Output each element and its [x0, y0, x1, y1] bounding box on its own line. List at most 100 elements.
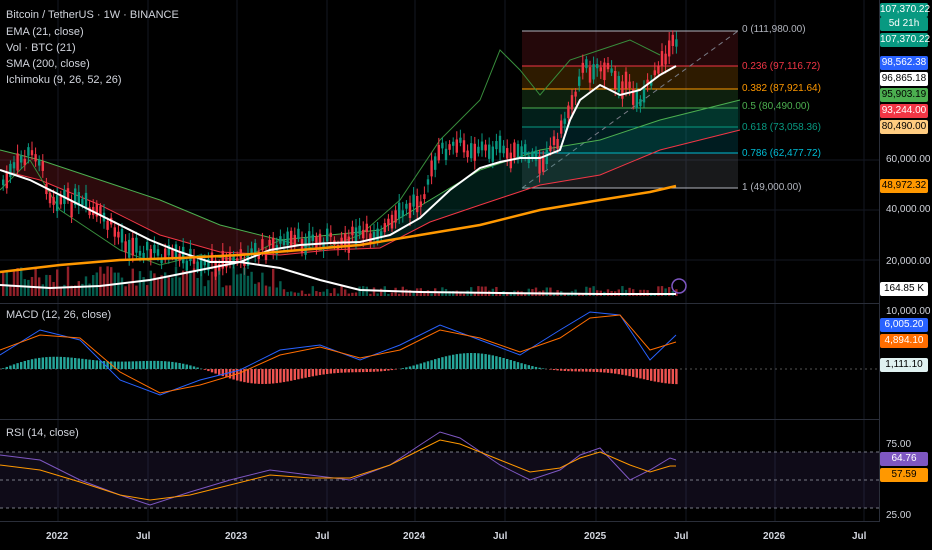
- volume-bar: [632, 289, 635, 296]
- macd-histogram-bar: [491, 355, 494, 369]
- candle-body: [434, 156, 437, 170]
- candle-body: [441, 142, 444, 149]
- bar-countdown-tag: 5d 21h: [880, 17, 928, 31]
- volume-bar: [380, 288, 383, 296]
- macd-histogram-bar: [167, 361, 170, 369]
- candle-body: [282, 239, 286, 246]
- volume-bar: [52, 282, 55, 296]
- macd-histogram-bar: [88, 359, 91, 369]
- candle-body: [358, 225, 361, 234]
- macd-histogram-bar: [484, 354, 487, 369]
- volume-bar: [639, 289, 642, 296]
- macd-histogram-bar: [635, 369, 638, 378]
- candle-body: [70, 200, 73, 218]
- volume-bar: [347, 293, 350, 296]
- macd-histogram-bar: [27, 360, 30, 369]
- volume-bar: [196, 277, 199, 296]
- volume-bar: [246, 275, 250, 296]
- ema-price-tag: 98,562.38: [880, 56, 928, 70]
- macd-histogram-bar: [304, 369, 307, 378]
- volume-bar: [484, 286, 487, 296]
- volume-bar: [329, 293, 332, 296]
- candle-body: [660, 51, 664, 67]
- volume-bar: [282, 289, 286, 296]
- macd-histogram-bar: [344, 369, 347, 373]
- candle-body: [304, 237, 307, 255]
- macd-histogram-bar: [416, 364, 419, 369]
- candle-body: [354, 227, 358, 245]
- macd-histogram-bar: [293, 369, 296, 381]
- candle-body: [621, 81, 624, 99]
- symbol-title[interactable]: Bitcoin / TetherUS · 1W · BINANCE: [6, 9, 179, 21]
- volume-bar: [106, 266, 109, 296]
- volume-bar: [174, 266, 178, 296]
- macd-histogram-bar: [498, 357, 502, 369]
- volume-bar: [308, 293, 311, 296]
- volume-bar: [178, 277, 181, 296]
- macd-histogram-bar: [34, 358, 37, 369]
- macd-histogram-bar: [524, 364, 527, 369]
- macd-histogram-bar: [448, 355, 451, 369]
- ema-legend[interactable]: EMA (21, close): [6, 26, 84, 38]
- macd-histogram-bar: [77, 358, 80, 369]
- volume-bar: [365, 286, 368, 296]
- volume-bar: [66, 266, 70, 296]
- macd-histogram-bar: [624, 369, 628, 376]
- macd-histogram-bar: [581, 369, 584, 372]
- macd-histogram-bar: [81, 358, 84, 369]
- candle-body: [455, 139, 458, 153]
- volume-bar: [588, 287, 592, 296]
- macd-histogram-bar: [585, 369, 588, 372]
- volume-bar: [372, 287, 376, 296]
- candle-body: [596, 64, 599, 69]
- candle-body: [538, 155, 541, 174]
- macd-histogram-bar: [513, 361, 516, 369]
- candle-body: [135, 237, 138, 253]
- volume-bar: [149, 270, 152, 296]
- volume-bar: [336, 293, 340, 296]
- volume-bar: [56, 269, 59, 296]
- volume-bar: [408, 290, 412, 296]
- macd-histogram-bar: [552, 369, 556, 371]
- ichimoku-legend[interactable]: Ichimoku (9, 26, 52, 26): [6, 74, 122, 86]
- macd-histogram-bar: [153, 360, 156, 369]
- volume-bar: [462, 293, 466, 296]
- macd-histogram-bar: [329, 369, 332, 374]
- candle-body: [437, 144, 440, 161]
- volume-bar: [326, 289, 329, 296]
- macd-histogram-bar: [660, 369, 664, 383]
- macd-histogram-bar: [473, 353, 476, 369]
- macd-histogram-bar: [480, 353, 484, 369]
- volume-bar: [430, 293, 433, 296]
- pane-divider-macd[interactable]: [0, 303, 880, 304]
- candle-body: [560, 120, 563, 134]
- macd-axis-10000: 10,000.00: [886, 306, 931, 317]
- volume-bar: [110, 267, 113, 296]
- volume-legend[interactable]: Vol · BTC (21): [6, 42, 76, 54]
- macd-histogram-bar: [113, 361, 116, 369]
- candle-body: [473, 143, 476, 161]
- volume-bar: [207, 280, 210, 296]
- volume-bar: [624, 289, 628, 296]
- macd-histogram-bar: [390, 369, 394, 371]
- macd-histogram-bar: [92, 360, 95, 369]
- macd-legend[interactable]: MACD (12, 26, close): [6, 309, 112, 321]
- volume-bar: [480, 286, 484, 296]
- candle-body: [452, 141, 455, 146]
- candle-body: [124, 241, 127, 253]
- volume-bar: [164, 272, 167, 296]
- candle-body: [448, 144, 451, 150]
- macd-histogram-bar: [268, 369, 271, 384]
- pane-divider-rsi[interactable]: [0, 419, 880, 420]
- candle-body: [488, 144, 491, 159]
- macd-histogram-bar: [516, 362, 520, 369]
- sma-legend[interactable]: SMA (200, close): [6, 58, 90, 70]
- macd-histogram-bar: [5, 366, 8, 369]
- candle-body: [351, 226, 354, 236]
- candle-body: [9, 163, 12, 178]
- volume-bar: [534, 287, 538, 296]
- price-axis-60000: 60,000.00: [886, 154, 931, 165]
- rsi-legend[interactable]: RSI (14, close): [6, 427, 79, 439]
